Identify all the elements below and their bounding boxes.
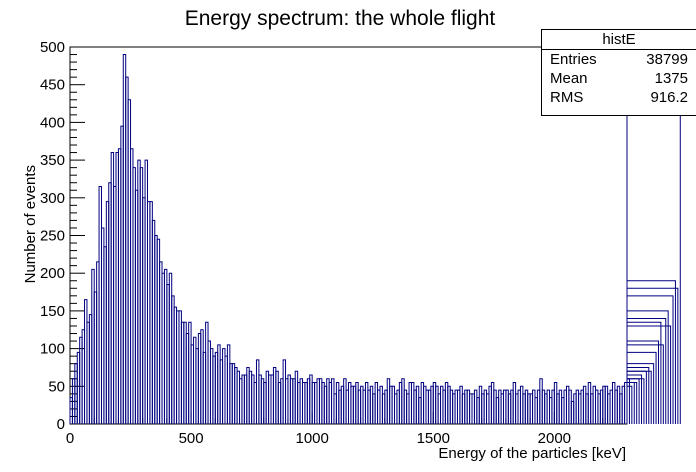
- entries-value: 38799: [646, 51, 688, 68]
- x-axis-label: Energy of the particles [keV]: [438, 445, 626, 462]
- entries-label: Entries: [550, 51, 597, 68]
- mean-value: 1375: [654, 70, 688, 87]
- y-tick-label: 150: [40, 303, 65, 320]
- y-tick-label: 100: [40, 341, 65, 358]
- y-tick-label: 500: [40, 39, 65, 56]
- y-tick-label: 200: [40, 265, 65, 282]
- y-tick-label: 50: [48, 378, 65, 395]
- y-tick-label: 250: [40, 228, 65, 245]
- rms-label: RMS: [550, 89, 584, 106]
- chart-title: Energy spectrum: the whole flight: [185, 7, 496, 30]
- stats-box: histE Entries 38799 Mean 1375 RMS 916.2: [541, 29, 696, 116]
- histogram-bin: [626, 378, 640, 424]
- x-tick-label: 0: [66, 430, 74, 447]
- mean-label: Mean: [550, 70, 588, 87]
- histogram-bin: [626, 344, 664, 424]
- y-axis: 0 50 100 150 200 250 300 350 400 450 500: [40, 39, 85, 433]
- y-tick-label: 350: [40, 152, 65, 169]
- stats-title: histE: [542, 30, 696, 50]
- y-tick-label: 300: [40, 190, 65, 207]
- x-tick-label: 1500: [417, 430, 450, 447]
- x-tick-label: 2000: [538, 430, 571, 447]
- histogram-bars: [69, 54, 681, 424]
- stats-row-mean: Mean 1375: [542, 69, 696, 88]
- histogram-bin: [626, 366, 650, 424]
- histogram-bin: [626, 363, 655, 424]
- y-tick-label: 450: [40, 77, 65, 94]
- y-tick-label: 400: [40, 114, 65, 131]
- stats-row-entries: Entries 38799: [542, 50, 696, 69]
- x-tick-label: 500: [179, 430, 204, 447]
- stats-row-rms: RMS 916.2: [542, 88, 696, 107]
- y-tick-label: 0: [57, 416, 65, 433]
- histogram-bin: [626, 382, 635, 424]
- y-axis-label: Number of events: [22, 165, 39, 283]
- rms-value: 916.2: [650, 89, 688, 106]
- x-tick-label: 1000: [295, 430, 328, 447]
